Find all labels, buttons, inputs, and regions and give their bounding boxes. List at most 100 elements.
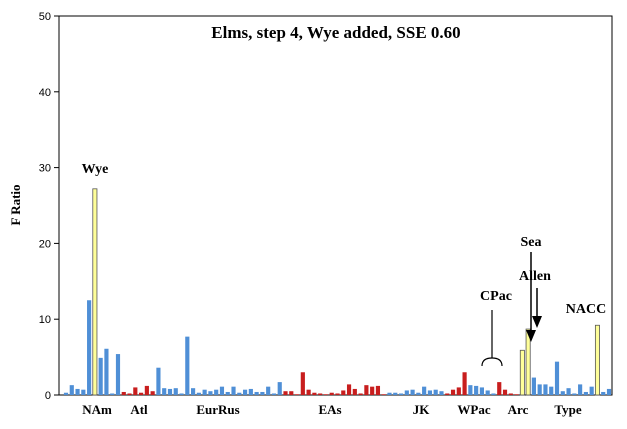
bar xyxy=(416,392,421,395)
bar xyxy=(283,391,288,395)
bar xyxy=(219,386,225,395)
bar xyxy=(410,389,415,395)
annotation-allen: Allen xyxy=(519,269,551,284)
bar xyxy=(254,391,259,395)
bar xyxy=(502,389,508,395)
bar xyxy=(537,384,542,395)
bar xyxy=(578,384,583,395)
y-tick-label: 0 xyxy=(45,390,51,402)
bar xyxy=(127,393,132,395)
bar xyxy=(387,392,392,395)
bar xyxy=(462,372,467,395)
bar xyxy=(237,392,242,395)
bar xyxy=(422,386,427,395)
bar xyxy=(144,385,149,395)
group-label-arc: Arc xyxy=(508,402,529,417)
bar xyxy=(554,361,560,395)
y-tick-label: 20 xyxy=(39,238,51,250)
bar xyxy=(306,389,311,395)
brace-cpac xyxy=(481,310,503,367)
chart-title: Elms, step 4, Wye added, SSE 0.60 xyxy=(211,23,460,42)
bar xyxy=(69,385,74,395)
group-label-jk: JK xyxy=(413,402,431,417)
bar xyxy=(133,387,138,395)
bar xyxy=(329,392,334,395)
bar xyxy=(433,389,438,395)
bar xyxy=(110,393,115,395)
bar xyxy=(404,390,409,395)
bar xyxy=(289,391,294,395)
bar xyxy=(566,388,571,395)
bar xyxy=(185,336,190,395)
bar xyxy=(474,385,479,395)
bar xyxy=(335,393,340,395)
bar xyxy=(81,389,86,395)
bar xyxy=(173,388,178,395)
group-label-wpac: WPac xyxy=(457,402,490,417)
arrow-allen xyxy=(532,288,542,328)
bar xyxy=(375,385,381,395)
bar xyxy=(358,393,363,395)
y-axis-label: F Ratio xyxy=(8,184,23,225)
bar xyxy=(508,393,513,395)
bar xyxy=(341,390,346,395)
annotation-wye: Wye xyxy=(82,162,109,177)
y-axis: 0 10 20 30 40 50 xyxy=(39,11,59,402)
y-tick-label: 50 xyxy=(39,11,51,23)
group-label-atl: Atl xyxy=(130,402,148,417)
bar xyxy=(427,390,433,395)
bar xyxy=(583,391,588,395)
bar xyxy=(594,324,600,396)
group-label-eas: EAs xyxy=(318,402,341,417)
bar xyxy=(150,391,155,395)
bar xyxy=(606,388,612,395)
y-tick-label: 40 xyxy=(39,87,51,99)
bar xyxy=(214,389,219,395)
bar xyxy=(294,394,300,395)
bar xyxy=(248,388,253,395)
group-label-eurrus: EurRus xyxy=(196,402,239,417)
bar xyxy=(312,392,317,395)
bar xyxy=(242,389,248,395)
arrow-sea xyxy=(526,252,536,342)
bar xyxy=(450,389,456,395)
bar xyxy=(491,393,496,395)
bar xyxy=(271,393,277,395)
bar xyxy=(156,367,161,395)
bar xyxy=(479,387,484,395)
bar xyxy=(352,388,357,395)
bar xyxy=(531,377,536,395)
bar-series xyxy=(63,188,612,396)
bar xyxy=(75,388,80,395)
bar xyxy=(266,386,271,395)
bar xyxy=(381,394,386,395)
bar xyxy=(323,394,329,395)
bar xyxy=(370,386,375,395)
bar xyxy=(167,388,173,395)
annotation-cpac: CPac xyxy=(480,289,512,304)
bar xyxy=(346,384,352,395)
y-tick-label: 10 xyxy=(39,314,51,326)
group-label-nam: NAm xyxy=(82,402,112,417)
bar xyxy=(115,354,121,395)
bar xyxy=(300,372,305,395)
bar xyxy=(543,384,548,395)
bar xyxy=(98,357,103,395)
bar xyxy=(179,393,184,395)
bar xyxy=(549,386,554,395)
bar xyxy=(208,391,213,395)
bar xyxy=(104,348,109,395)
bar xyxy=(277,382,282,395)
group-label-type: Type xyxy=(554,402,581,417)
annotation-sea: Sea xyxy=(521,235,542,250)
bar xyxy=(196,392,201,395)
bar xyxy=(398,393,404,395)
bar xyxy=(572,393,577,395)
bar xyxy=(191,388,196,395)
bar xyxy=(485,390,490,395)
bar xyxy=(468,385,473,395)
bar xyxy=(560,391,565,395)
bar xyxy=(519,349,525,396)
bar xyxy=(260,391,265,395)
